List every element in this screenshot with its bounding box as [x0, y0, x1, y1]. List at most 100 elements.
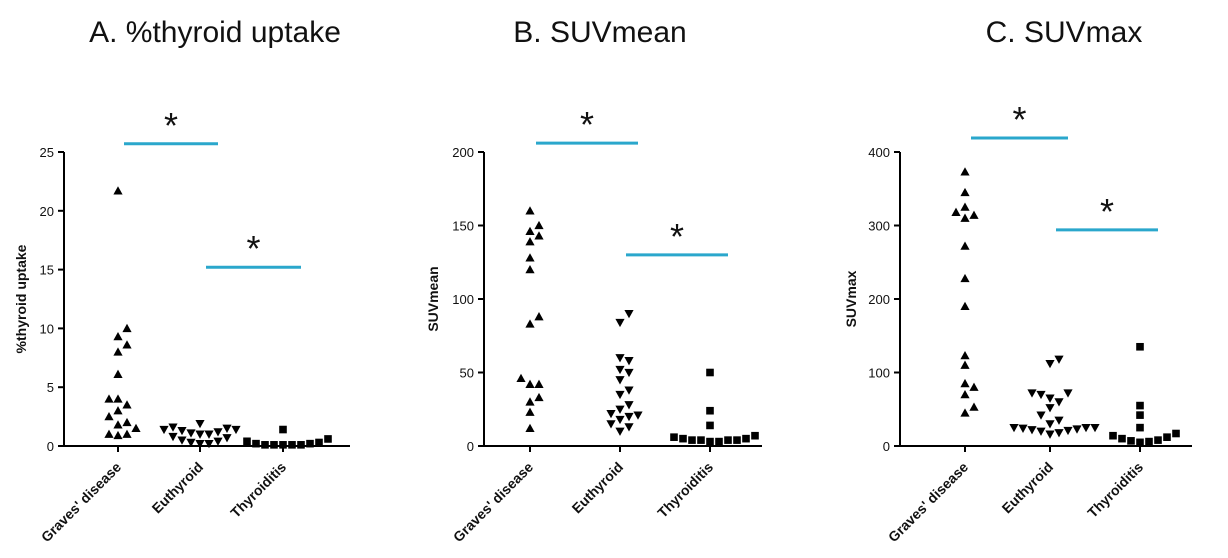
- data-point: [213, 437, 223, 446]
- data-point: [715, 437, 723, 446]
- data-point: [960, 202, 970, 211]
- data-point: [104, 394, 114, 403]
- data-point: [679, 434, 687, 443]
- data-point: [688, 436, 696, 444]
- data-point: [624, 412, 634, 422]
- category-label: Graves' disease: [38, 459, 124, 545]
- y-tick-label: 400: [868, 145, 890, 160]
- data-point: [324, 435, 332, 443]
- data-point: [960, 213, 970, 222]
- data-point: [1163, 433, 1171, 441]
- y-tick-label: 200: [452, 145, 474, 160]
- data-point: [1136, 423, 1144, 432]
- data-point: [1045, 430, 1055, 439]
- data-point: [113, 430, 123, 440]
- data-point: [615, 427, 625, 436]
- y-tick-label: 25: [40, 145, 54, 160]
- y-tick-label: 0: [467, 439, 474, 454]
- data-point: [1172, 429, 1180, 438]
- data-point: [534, 392, 544, 402]
- category-label: Euthyroid: [149, 459, 207, 517]
- data-point: [615, 318, 625, 328]
- data-point: [1063, 389, 1073, 398]
- data-point: [297, 441, 305, 449]
- data-point: [615, 390, 625, 400]
- data-point: [1109, 431, 1117, 440]
- y-axis-title: SUVmax: [843, 270, 859, 327]
- data-point: [1036, 411, 1046, 420]
- data-point: [195, 430, 205, 439]
- data-point: [1081, 423, 1091, 433]
- data-point: [706, 421, 714, 430]
- category-label: Thyroiditis: [654, 459, 716, 521]
- data-point: [1054, 416, 1064, 425]
- data-point: [113, 347, 123, 356]
- chart-title: B. SUVmean: [513, 16, 686, 49]
- data-point: [315, 438, 323, 447]
- data-point: [670, 433, 678, 441]
- data-point: [122, 340, 132, 349]
- y-tick-label: 0: [47, 439, 54, 454]
- data-point: [252, 439, 260, 448]
- data-point: [113, 406, 123, 415]
- data-point: [104, 429, 114, 438]
- data-point: [615, 405, 625, 414]
- data-point: [624, 357, 634, 366]
- chart-title: A. %thyroid uptake: [89, 16, 341, 49]
- data-point: [960, 273, 970, 283]
- data-point: [742, 434, 750, 443]
- data-point: [615, 415, 625, 425]
- data-point: [724, 436, 732, 444]
- data-point: [113, 394, 123, 403]
- data-point: [270, 441, 278, 449]
- data-point: [960, 378, 970, 388]
- data-point: [1145, 437, 1153, 446]
- data-point: [1009, 423, 1019, 433]
- significance-star: *: [246, 228, 260, 269]
- data-point: [1018, 424, 1028, 433]
- data-point: [697, 436, 705, 444]
- category-label: Thyroiditis: [1084, 459, 1146, 521]
- category-label: Euthyroid: [999, 459, 1057, 517]
- data-point: [624, 386, 634, 395]
- chart-suvmax: C. SUVmax SUVmax 0 100 200 300 400 Graves' dise…: [843, 16, 1192, 545]
- data-point: [525, 397, 535, 406]
- data-point: [525, 379, 535, 388]
- data-point: [1045, 360, 1055, 369]
- data-point: [525, 319, 535, 328]
- data-point: [113, 420, 123, 429]
- data-point: [1063, 426, 1073, 436]
- data-point: [525, 226, 535, 236]
- data-point: [104, 412, 114, 421]
- y-tick-label: 50: [460, 366, 474, 381]
- data-point: [706, 437, 714, 446]
- data-point: [1090, 423, 1100, 433]
- category-label: Graves' disease: [450, 459, 536, 545]
- y-tick-label: 200: [868, 292, 890, 307]
- data-point: [1136, 401, 1144, 410]
- data-point: [177, 427, 187, 436]
- data-point: [113, 332, 123, 341]
- data-point: [177, 436, 187, 445]
- data-point: [195, 419, 205, 429]
- data-point: [279, 425, 287, 434]
- data-point: [288, 441, 296, 449]
- data-point: [204, 430, 214, 439]
- data-point: [1127, 437, 1135, 445]
- data-point: [222, 434, 232, 443]
- data-point: [1045, 404, 1055, 413]
- data-point: [1027, 389, 1037, 398]
- category-label: Euthyroid: [569, 459, 627, 517]
- data-point: [969, 402, 979, 411]
- data-point: [1036, 390, 1046, 400]
- data-point: [624, 423, 634, 432]
- data-point: [1072, 425, 1082, 434]
- data-point: [122, 417, 132, 427]
- data-point: [1054, 429, 1064, 438]
- data-point: [1136, 438, 1144, 447]
- data-point: [525, 206, 535, 215]
- data-point: [951, 207, 961, 216]
- significance-star: *: [164, 105, 178, 146]
- data-point: [113, 186, 123, 195]
- data-point: [960, 301, 970, 311]
